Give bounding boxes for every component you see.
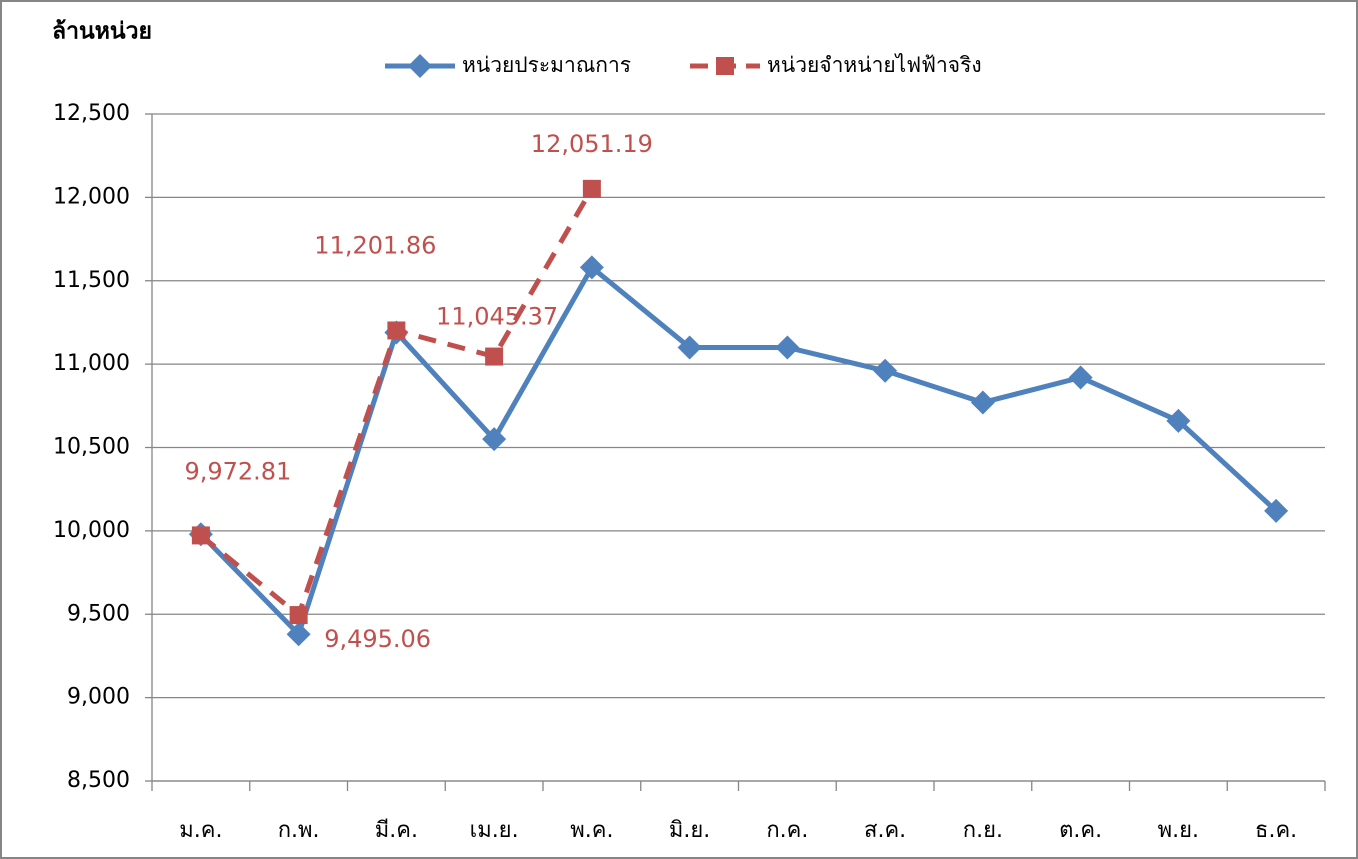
y-tick-label: 11,500 <box>53 268 130 293</box>
data-label: 11,045.37 <box>436 303 558 331</box>
data-point <box>970 390 995 415</box>
y-tick-label: 12,000 <box>53 184 130 209</box>
data-point <box>1166 408 1191 433</box>
y-tick-label: 10,500 <box>53 435 130 460</box>
data-point <box>387 321 406 340</box>
data-label: 9,972.81 <box>184 457 291 485</box>
y-tick-label: 11,000 <box>53 351 130 376</box>
data-point <box>1264 498 1289 523</box>
data-point <box>191 526 210 545</box>
x-tick-label: ต.ค. <box>1059 818 1102 843</box>
x-tick-label: ม.ค. <box>179 818 222 843</box>
y-tick-label: 10,000 <box>53 518 130 543</box>
x-tick-label: ส.ค. <box>864 818 906 843</box>
legend-marker <box>716 57 734 75</box>
x-tick-label: ก.ย. <box>963 818 1003 843</box>
y-axis-label: ล้านหน่วย <box>52 19 152 45</box>
data-point <box>873 358 898 383</box>
data-label: 11,201.86 <box>314 231 436 259</box>
data-point <box>1068 365 1093 390</box>
data-point <box>289 606 308 625</box>
data-point <box>775 335 800 360</box>
data-point <box>482 427 507 452</box>
legend-label: หน่วยจำหน่ายไฟฟ้าจริง <box>767 53 982 77</box>
x-tick-label: ก.พ. <box>278 818 320 843</box>
x-tick-label: ก.ค. <box>766 818 808 843</box>
data-label: 12,051.19 <box>531 130 653 158</box>
data-point <box>485 347 504 366</box>
data-label: 9,495.06 <box>324 625 431 653</box>
y-tick-label: 9,500 <box>67 601 130 626</box>
x-tick-label: พ.ค. <box>570 818 613 843</box>
legend-marker <box>408 54 432 78</box>
data-point <box>677 335 702 360</box>
data-point <box>286 622 311 647</box>
x-tick-label: มี.ค. <box>375 818 418 843</box>
data-point <box>582 179 601 198</box>
x-tick-label: ธ.ค. <box>1255 818 1297 843</box>
x-tick-label: เม.ย. <box>470 818 519 843</box>
x-tick-label: พ.ย. <box>1158 818 1199 843</box>
legend-label: หน่วยประมาณการ <box>462 53 631 77</box>
y-tick-label: 12,500 <box>53 101 130 126</box>
y-tick-label: 8,500 <box>67 768 130 793</box>
x-tick-label: มิ.ย. <box>669 818 710 843</box>
y-tick-label: 9,000 <box>67 685 130 710</box>
data-point <box>579 255 604 280</box>
